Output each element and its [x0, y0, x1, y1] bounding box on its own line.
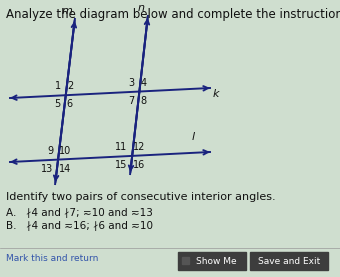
Text: 14: 14 — [59, 164, 71, 174]
Text: 11: 11 — [115, 142, 127, 152]
Text: m: m — [61, 6, 72, 16]
Text: 7: 7 — [128, 96, 134, 106]
Text: l: l — [192, 132, 195, 142]
Text: 2: 2 — [67, 81, 73, 91]
Text: 15: 15 — [115, 160, 127, 170]
Text: 1: 1 — [55, 81, 61, 91]
Bar — [182, 257, 189, 264]
Text: Mark this and return: Mark this and return — [6, 254, 98, 263]
Bar — [250, 252, 328, 270]
Text: 8: 8 — [140, 96, 147, 106]
Text: k: k — [213, 89, 220, 99]
Text: 16: 16 — [133, 160, 146, 170]
Text: Save and Exit: Save and Exit — [258, 257, 320, 265]
Text: 6: 6 — [67, 99, 73, 109]
Text: 3: 3 — [128, 78, 134, 88]
Text: 4: 4 — [140, 78, 147, 88]
Text: 9: 9 — [47, 146, 53, 156]
Text: A.   ∤4 and ∤7; ≂10 and ≂13: A. ∤4 and ∤7; ≂10 and ≂13 — [6, 208, 153, 218]
Text: 12: 12 — [133, 142, 146, 152]
Text: 13: 13 — [41, 164, 53, 174]
Text: n: n — [138, 3, 145, 13]
Text: Analyze the diagram below and complete the instructions that follow.: Analyze the diagram below and complete t… — [6, 8, 340, 21]
Text: B.   ∤4 and ≂16; ∤6 and ≂10: B. ∤4 and ≂16; ∤6 and ≂10 — [6, 221, 153, 231]
Bar — [178, 252, 246, 270]
Text: Identify two pairs of consecutive interior angles.: Identify two pairs of consecutive interi… — [6, 192, 276, 202]
Text: 5: 5 — [54, 99, 61, 109]
Text: Show Me: Show Me — [196, 257, 236, 265]
Text: 10: 10 — [59, 146, 71, 156]
